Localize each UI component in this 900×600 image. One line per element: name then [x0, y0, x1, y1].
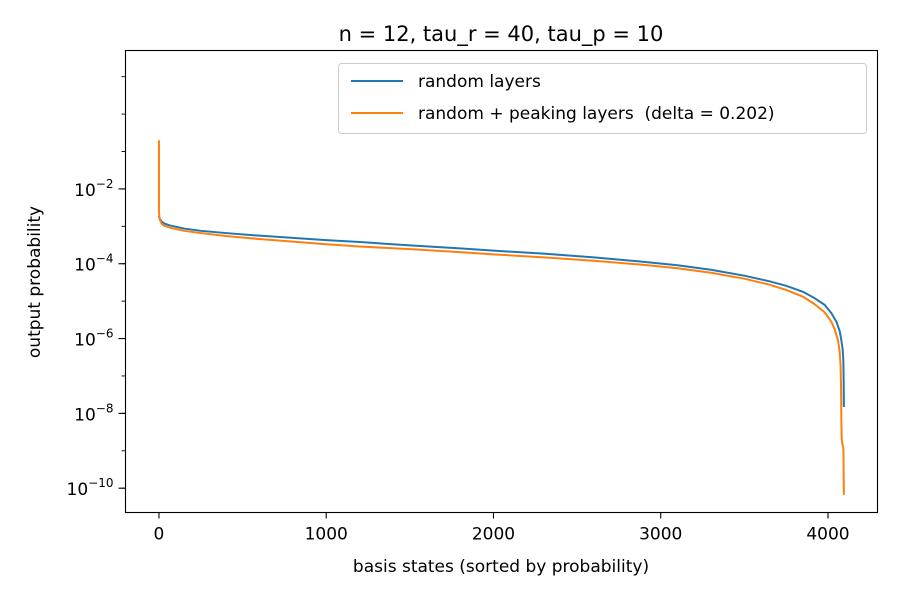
x-tick-label: 2000	[472, 525, 515, 545]
plot-lines	[157, 140, 845, 495]
y-tick-label: 10−4	[74, 252, 113, 276]
legend-label-peaking: random + peaking layers (delta = 0.202)	[418, 104, 775, 124]
x-tick-label: 4000	[806, 525, 849, 545]
x-tick-label: 1000	[305, 525, 348, 545]
x-axis-ticks: 0 1000 2000 3000 4000	[154, 512, 850, 545]
series-line-random-peaking-layers	[157, 140, 845, 495]
x-tick-label: 0	[154, 525, 165, 545]
series-line-random-layers	[157, 215, 845, 408]
plot-frame	[124, 49, 879, 514]
legend: random layers random + peaking layers (d…	[338, 63, 867, 134]
y-tick-label: 10−8	[74, 401, 113, 425]
x-tick-label: 3000	[639, 525, 682, 545]
legend-box	[338, 63, 867, 134]
y-axis-ticks: 10−2 10−4 10−6 10−8 10−10	[67, 76, 126, 500]
x-axis-label: basis states (sorted by probability)	[353, 557, 649, 577]
chart-title: n = 12, tau_r = 40, tau_p = 10	[339, 22, 664, 47]
y-axis-label: output probability	[25, 206, 45, 358]
y-tick-label: 10−10	[67, 476, 114, 500]
legend-label-random: random layers	[418, 72, 541, 92]
y-tick-label: 10−6	[74, 327, 113, 351]
y-tick-label: 10−2	[74, 177, 113, 201]
